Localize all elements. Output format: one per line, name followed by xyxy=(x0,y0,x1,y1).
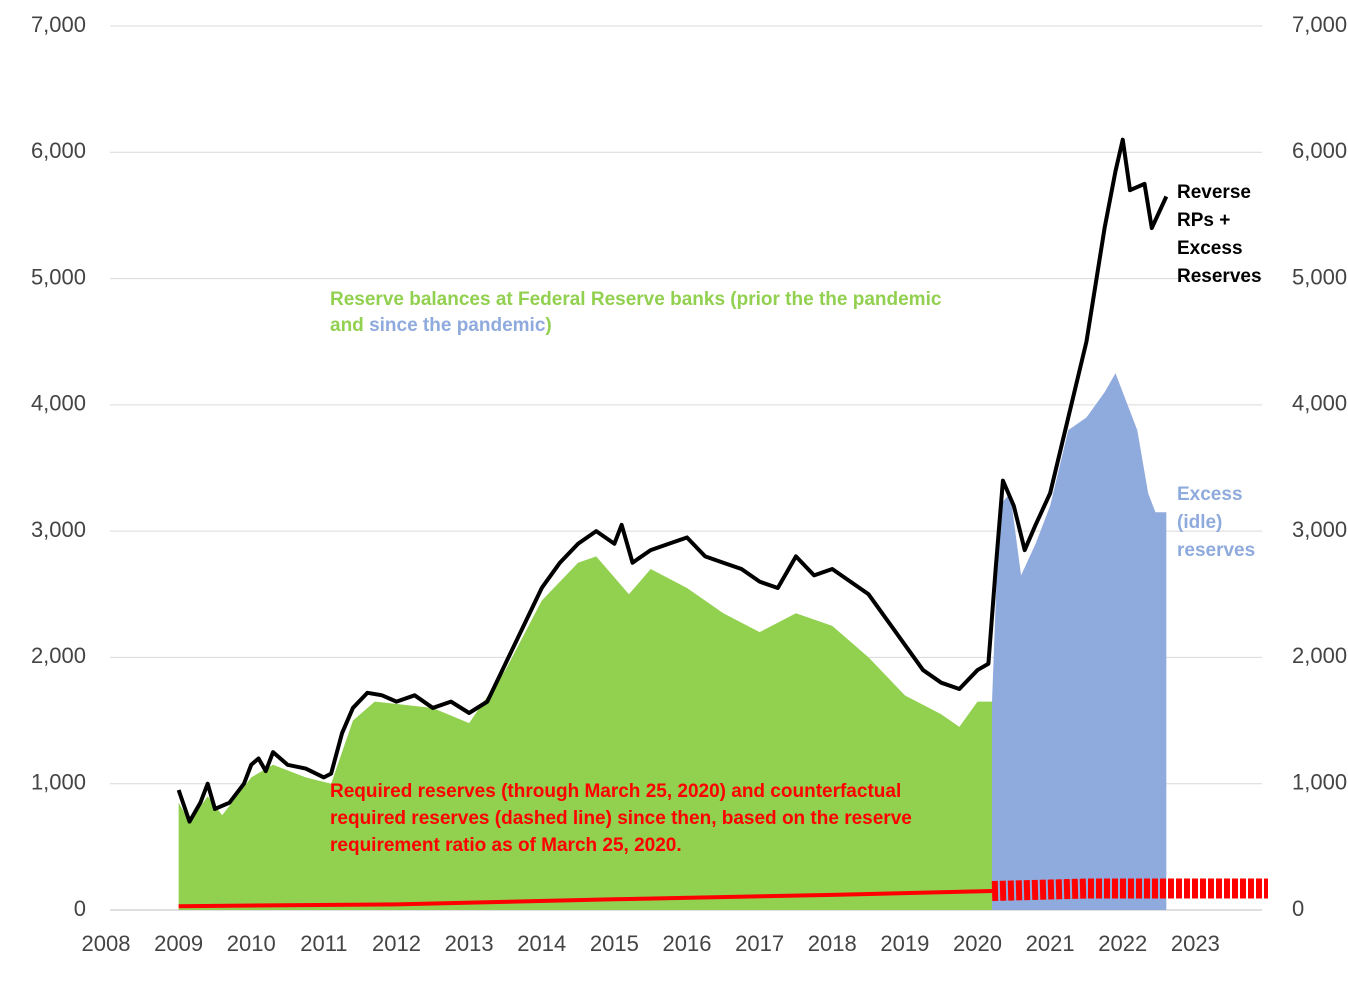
y-tick-label: 0 xyxy=(74,896,86,921)
annotation-part: and xyxy=(330,315,369,336)
x-tick-label: 2008 xyxy=(82,931,131,956)
x-tick-label: 2010 xyxy=(227,931,276,956)
area xyxy=(992,373,1167,910)
x-tick-label: 2009 xyxy=(154,931,203,956)
y2-tick-label: 3,000 xyxy=(1292,517,1347,542)
annotation: (idle) xyxy=(1177,512,1222,533)
x-tick-label: 2011 xyxy=(300,931,347,956)
annotation: Excess xyxy=(1177,238,1243,259)
y-tick-label: 3,000 xyxy=(31,517,86,542)
line xyxy=(178,889,993,909)
x-tick-label: 2020 xyxy=(953,931,1002,956)
y2-tick-label: 7,000 xyxy=(1292,12,1347,37)
annotation: Reverse xyxy=(1177,182,1251,203)
y-tick-label: 4,000 xyxy=(31,391,86,416)
annotation: required reserves (dashed line) since th… xyxy=(330,808,912,829)
y2-tick-label: 6,000 xyxy=(1292,138,1347,163)
y2-tick-label: 4,000 xyxy=(1292,391,1347,416)
annotation: and since the pandemic) xyxy=(330,315,552,336)
y2-tick-label: 0 xyxy=(1292,896,1304,921)
annotation: Reserves xyxy=(1177,266,1262,287)
area xyxy=(178,556,993,910)
line xyxy=(176,137,1169,824)
annotation: Required reserves (through March 25, 202… xyxy=(330,781,901,802)
y2-tick-label: 2,000 xyxy=(1292,643,1347,668)
annotation-part: Reserve balances at Federal Reserve bank… xyxy=(330,289,942,310)
y-tick-label: 1,000 xyxy=(31,770,86,795)
annotation-part: ) xyxy=(545,315,551,336)
x-tick-label: 2019 xyxy=(880,931,929,956)
x-tick-label: 2015 xyxy=(590,931,639,956)
annotation: reserves xyxy=(1177,540,1255,561)
x-tick-label: 2016 xyxy=(663,931,712,956)
y-tick-label: 6,000 xyxy=(31,138,86,163)
annotation: Excess xyxy=(1177,484,1243,505)
y-tick-label: 5,000 xyxy=(31,264,86,289)
y-tick-label: 2,000 xyxy=(31,643,86,668)
annotation-part: since the pandemic xyxy=(369,315,546,336)
x-tick-label: 2018 xyxy=(808,931,857,956)
y2-tick-label: 1,000 xyxy=(1292,770,1347,795)
y2-tick-label: 5,000 xyxy=(1292,264,1347,289)
annotation: RPs + xyxy=(1177,210,1230,231)
x-tick-label: 2014 xyxy=(517,931,566,956)
x-tick-label: 2021 xyxy=(1026,931,1075,956)
dashed-line xyxy=(991,878,1268,902)
annotation: requirement ratio as of March 25, 2020. xyxy=(330,835,682,856)
x-tick-label: 2022 xyxy=(1098,931,1147,956)
x-tick-label: 2013 xyxy=(445,931,494,956)
x-tick-label: 2017 xyxy=(735,931,784,956)
y-tick-label: 7,000 xyxy=(31,12,86,37)
x-tick-label: 2023 xyxy=(1171,931,1220,956)
x-tick-label: 2012 xyxy=(372,931,421,956)
annotation: Reserve balances at Federal Reserve bank… xyxy=(330,289,942,310)
